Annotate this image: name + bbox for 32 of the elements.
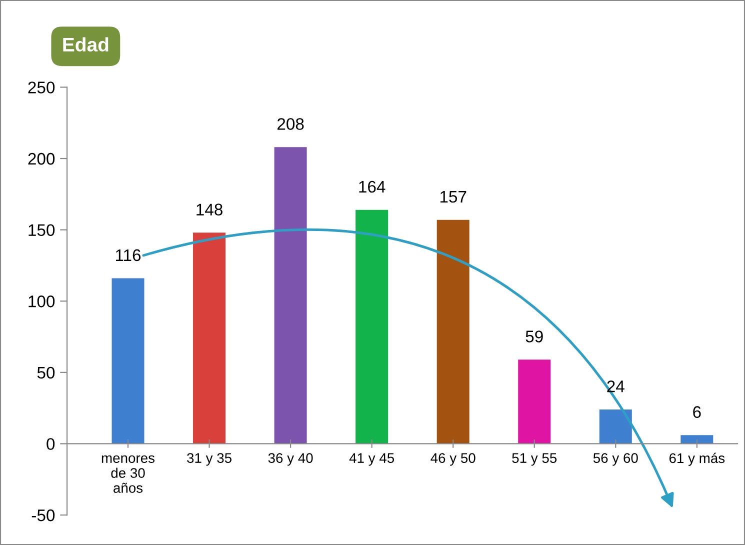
bar [274, 147, 307, 444]
data-label: 6 [693, 406, 701, 418]
y-tick-label: -50 [32, 509, 55, 522]
y-tick-label: 200 [28, 152, 55, 165]
bar [112, 278, 144, 444]
y-tick-label: 50 [37, 366, 55, 379]
y-tick-label: 150 [28, 224, 55, 236]
data-label: 208 [277, 118, 304, 130]
bar [680, 435, 714, 444]
x-tick-label: 41 y 45 [349, 453, 394, 466]
y-tick-label: 250 [28, 82, 55, 94]
y-tick-label: 100 [28, 296, 55, 308]
x-tick-label: menores de 30 años [102, 455, 155, 493]
data-label: 116 [116, 249, 141, 262]
chart-title: Edad [63, 37, 108, 52]
data-label: 157 [440, 191, 466, 203]
x-tick-label: 46 y 50 [430, 453, 476, 466]
bar [518, 360, 551, 444]
x-tick-label: 61 y más [669, 452, 725, 466]
bar [599, 409, 632, 444]
data-label: 24 [607, 380, 624, 392]
data-label: 59 [526, 330, 543, 342]
bar [356, 210, 388, 444]
bar [193, 232, 226, 444]
data-label: 164 [359, 180, 386, 193]
data-label: 148 [196, 204, 222, 216]
bar [436, 220, 470, 444]
x-tick-label: 51 y 55 [512, 453, 557, 466]
y-tick-label: 0 [46, 438, 55, 450]
x-tick-label: 56 y 60 [593, 453, 638, 466]
x-tick-label: 31 y 35 [187, 453, 232, 466]
x-tick-label: 36 y 40 [268, 453, 313, 466]
